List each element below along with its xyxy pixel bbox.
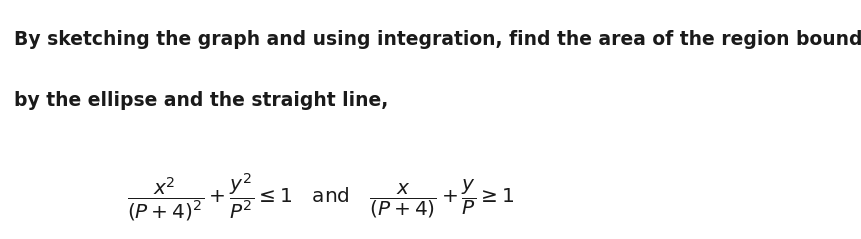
Text: by the ellipse and the straight line,: by the ellipse and the straight line, xyxy=(14,91,388,110)
Text: By sketching the graph and using integration, find the area of the region bounde: By sketching the graph and using integra… xyxy=(14,30,861,49)
Text: $\dfrac{x^2}{(P+4)^2} + \dfrac{y^2}{P^2} \leq 1 \quad \text{and} \quad \dfrac{x}: $\dfrac{x^2}{(P+4)^2} + \dfrac{y^2}{P^2}… xyxy=(127,171,514,223)
